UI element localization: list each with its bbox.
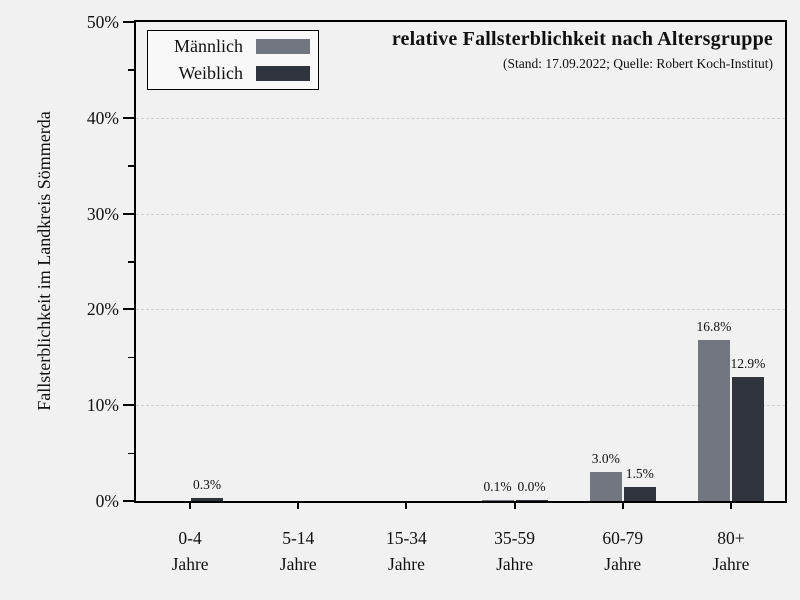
bar-value-label-maennlich-35-59: 0.1% <box>483 479 512 494</box>
x-category-unit-0-4: Jahre <box>171 554 209 574</box>
x-category-label-15-34: 15-34 <box>385 528 427 548</box>
x-tick-35-59 <box>513 501 516 509</box>
bar-maennlich-60-79 <box>589 472 622 501</box>
y-tick-label-50: 50% <box>86 12 119 32</box>
legend-label-weiblich: Weiblich <box>178 62 243 83</box>
y-tick-50 <box>123 21 134 23</box>
x-category-unit-60-79: Jahre <box>604 554 642 574</box>
x-category-label-80plus: 80+ <box>717 528 745 548</box>
x-category-unit-5-14: Jahre <box>279 554 317 574</box>
bar-value-label-weiblich-0-4: 0.3% <box>193 477 222 492</box>
x-tick-60-79 <box>621 501 624 509</box>
gridline-40pct <box>136 117 785 119</box>
legend-row-maennlich: Männlich <box>148 36 318 57</box>
gridline-10pct <box>136 405 785 407</box>
chart-title: relative Fallsterblichkeit nach Altersgr… <box>391 28 773 50</box>
y-tick-20 <box>123 308 134 311</box>
y-minor-tick-35 <box>128 165 134 167</box>
legend-swatch-weiblich <box>256 65 310 81</box>
y-minor-tick-25 <box>128 260 134 263</box>
y-tick-10 <box>123 404 134 407</box>
gridline-20pct <box>136 309 785 311</box>
y-tick-label-20: 20% <box>86 299 119 320</box>
bar-value-label-maennlich-60-79: 3.0% <box>591 451 620 466</box>
x-tick-80plus <box>729 501 732 509</box>
x-category-unit-15-34: Jahre <box>387 554 425 574</box>
bar-value-label-weiblich-60-79: 1.5% <box>625 466 654 481</box>
bar-value-label-weiblich-35-59: 0.0% <box>517 479 546 494</box>
y-tick-label-30: 30% <box>86 203 119 224</box>
x-category-label-35-59: 35-59 <box>494 528 535 548</box>
y-minor-tick-15 <box>128 356 134 359</box>
legend-row-weiblich: Weiblich <box>148 63 318 84</box>
bar-maennlich-80plus <box>697 340 730 501</box>
y-axis-title: Fallsterblichkeit im Landkreis Sömmerda <box>34 111 54 411</box>
y-minor-tick-5 <box>128 452 134 455</box>
title-block: relative Fallsterblichkeit nach Altersgr… <box>392 28 773 72</box>
y-tick-label-10: 10% <box>86 395 119 416</box>
bar-weiblich-0-4 <box>191 498 224 501</box>
y-tick-label-0: 0% <box>95 491 119 511</box>
x-tick-5-14 <box>297 501 300 509</box>
legend-swatch-maennlich <box>256 39 310 55</box>
y-minor-tick-45 <box>128 69 134 71</box>
y-tick-0 <box>123 500 134 502</box>
y-tick-30 <box>123 212 134 215</box>
bar-value-label-weiblich-80plus: 12.9% <box>730 356 766 371</box>
x-category-unit-80plus: Jahre <box>712 554 750 574</box>
legend-label-maennlich: Männlich <box>174 36 243 57</box>
x-category-label-0-4: 0-4 <box>178 528 202 548</box>
bar-weiblich-35-59 <box>515 500 548 501</box>
x-category-unit-35-59: Jahre <box>496 554 534 574</box>
legend: Männlich Weiblich <box>147 30 319 90</box>
gridline-30pct <box>136 213 785 215</box>
x-category-label-5-14: 5-14 <box>282 528 315 548</box>
bar-value-label-maennlich-80plus: 16.8% <box>696 319 732 334</box>
bar-weiblich-60-79 <box>623 487 656 501</box>
x-tick-0-4 <box>189 501 192 509</box>
x-category-label-60-79: 60-79 <box>602 528 644 548</box>
x-tick-15-34 <box>405 501 408 509</box>
chart-subtitle: (Stand: 17.09.2022; Quelle: Robert Koch-… <box>503 56 773 71</box>
y-tick-40 <box>123 116 134 119</box>
bar-maennlich-35-59 <box>481 500 514 501</box>
plot-area: 0% 10% 20% 30% 40% 50% 0-4 Jahre 5-14 Jahre 15-34 J… <box>87 12 787 574</box>
y-tick-label-40: 40% <box>86 107 119 128</box>
plot-inner: 0% 10% 20% 30% 40% 50% 0-4 Jahre 5-14 Jahre 15-34 J… <box>87 12 785 574</box>
bar-weiblich-80plus <box>731 377 764 501</box>
